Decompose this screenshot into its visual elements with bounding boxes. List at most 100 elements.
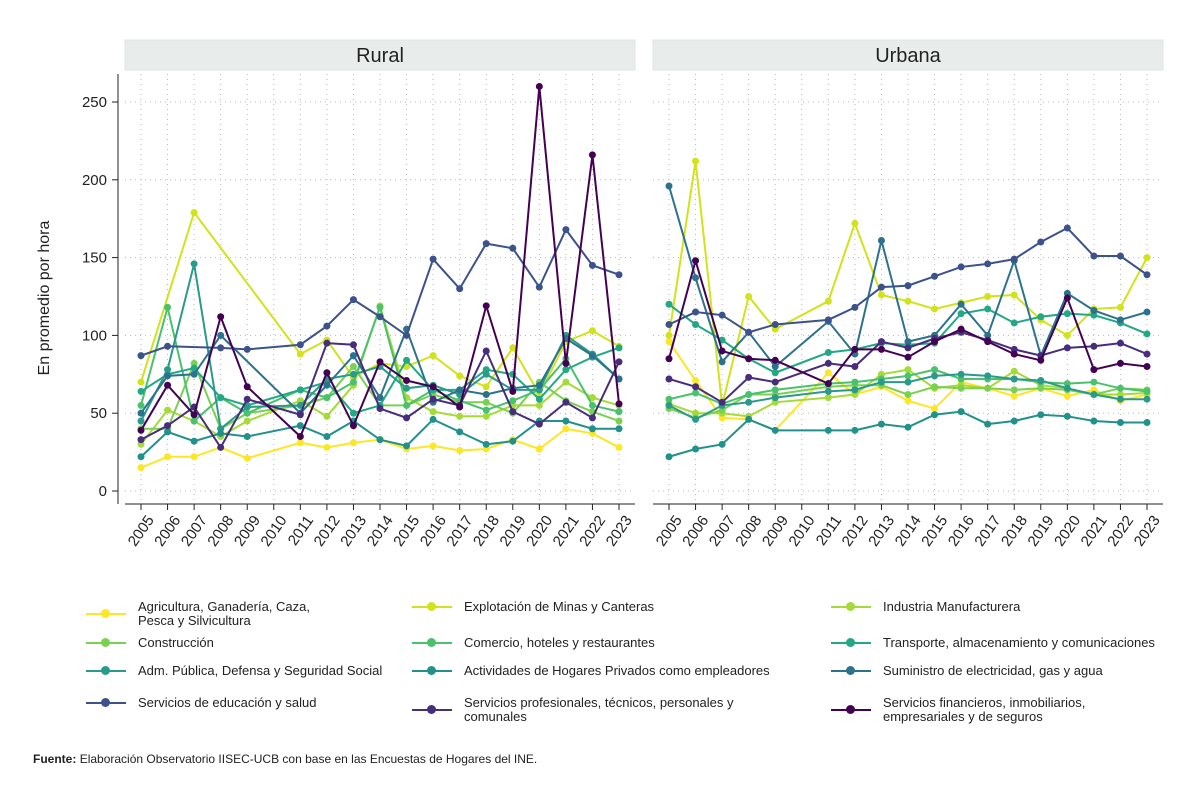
data-point [1116, 359, 1124, 367]
data-point [456, 403, 464, 411]
data-point [615, 344, 623, 352]
data-point [824, 380, 832, 388]
data-point [217, 344, 225, 352]
data-point [615, 271, 623, 279]
data-point [957, 325, 965, 333]
legend-swatch [86, 638, 126, 647]
data-point [984, 384, 992, 392]
legend-label: Industria Manufacturera [883, 599, 1021, 614]
series-path [668, 226, 1148, 334]
data-point [482, 398, 490, 406]
data-point [877, 420, 885, 428]
data-point [1090, 252, 1098, 260]
data-point [349, 422, 357, 430]
data-point [877, 345, 885, 353]
data-point [904, 366, 912, 374]
data-point [243, 345, 251, 353]
data-point [851, 386, 859, 394]
data-point [931, 383, 939, 391]
data-point [323, 443, 331, 451]
data-point [482, 440, 490, 448]
series-path [668, 373, 1147, 421]
data-point [296, 433, 304, 441]
data-point [1116, 339, 1124, 347]
data-point [692, 389, 700, 397]
data-point [771, 386, 779, 394]
series-path [668, 410, 1147, 458]
data-point [1010, 386, 1018, 394]
y-tick-label: 100 [82, 327, 107, 344]
data-point [137, 417, 145, 425]
data-point [376, 303, 384, 311]
x-tick-label: 2020 [523, 513, 556, 550]
data-point [376, 358, 384, 366]
data-point [243, 417, 251, 425]
data-point [1037, 313, 1045, 321]
legend-label: Construcción [138, 635, 214, 650]
data-point [1143, 419, 1151, 427]
data-point [1010, 291, 1018, 299]
data-point [456, 412, 464, 420]
data-point [851, 219, 859, 227]
x-tick-label: 2020 [1051, 513, 1084, 550]
x-tick-label: 2023 [1131, 513, 1164, 550]
data-point [562, 417, 570, 425]
data-point [957, 384, 965, 392]
data-point [1010, 255, 1018, 263]
legend-label: Servicios profesionales, técnicos, perso… [464, 695, 734, 724]
data-point [243, 403, 251, 411]
data-point [190, 417, 198, 425]
data-point [1116, 395, 1124, 403]
data-point [984, 372, 992, 380]
data-point [718, 398, 726, 406]
data-point [137, 378, 145, 386]
data-point [1010, 392, 1018, 400]
panel-strip [124, 39, 636, 71]
panel-urbana: Urbana2005200620072008200920102011201220… [652, 39, 1164, 550]
data-point [904, 344, 912, 352]
x-tick-label: 2019 [497, 513, 530, 550]
data-point [535, 401, 543, 409]
x-tick-label: 2006 [151, 513, 184, 550]
data-point [851, 426, 859, 434]
data-point [429, 352, 437, 360]
x-tick-label: 2015 [918, 513, 951, 550]
data-point [771, 321, 779, 329]
data-point [137, 409, 145, 417]
data-point [588, 394, 596, 402]
data-point [745, 398, 753, 406]
data-point [665, 395, 673, 403]
data-point [1116, 303, 1124, 311]
series-path [668, 257, 1148, 385]
data-point [562, 398, 570, 406]
x-tick-label: 2009 [759, 513, 792, 550]
data-point [692, 157, 700, 165]
data-point [349, 378, 357, 386]
data-point [1143, 395, 1151, 403]
data-point [904, 397, 912, 405]
data-point [349, 409, 357, 417]
data-point [692, 415, 700, 423]
data-point [957, 263, 965, 271]
data-point [665, 331, 673, 339]
data-point [1116, 384, 1124, 392]
data-point [904, 391, 912, 399]
data-point [588, 425, 596, 433]
legend-swatch [412, 705, 452, 714]
data-point [745, 391, 753, 399]
legend-label: Servicios de educación y salud [138, 695, 317, 710]
data-point [190, 437, 198, 445]
data-point [190, 370, 198, 378]
data-point [588, 414, 596, 422]
data-point [1116, 252, 1124, 260]
data-point [137, 401, 145, 409]
data-point [824, 387, 832, 395]
data-point [718, 358, 726, 366]
series-line [665, 257, 1151, 388]
legend-item: Industria Manufacturera [831, 600, 1020, 614]
data-point [137, 387, 145, 395]
data-point [323, 369, 331, 377]
data-point [1143, 350, 1151, 358]
data-point [349, 439, 357, 447]
data-point [1143, 308, 1151, 316]
